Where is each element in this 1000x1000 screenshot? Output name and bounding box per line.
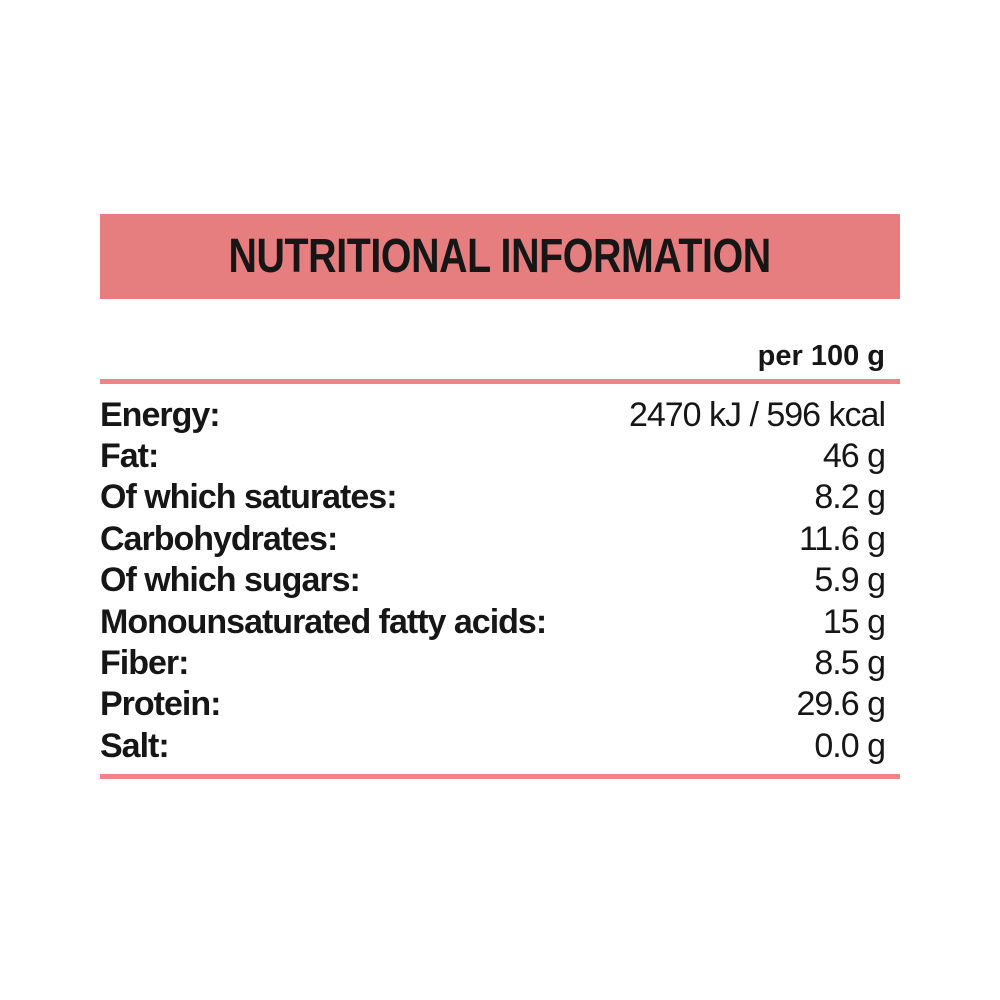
row-label: Of which saturates: (100, 478, 398, 517)
row-label: Fat: (100, 436, 159, 475)
table-row-fat: Fat: 46 g (100, 435, 900, 476)
row-value: 29.6 g (796, 685, 886, 724)
row-label: Energy: (100, 395, 221, 434)
title-bar: NUTRITIONAL INFORMATION (100, 214, 900, 299)
per-100g-header: per 100 g (757, 340, 885, 372)
bottom-rule (100, 774, 900, 780)
row-label: Of which sugars: (100, 561, 361, 600)
row-value: 5.9 g (814, 561, 886, 600)
table-row-sugars: Of which sugars: 5.9 g (100, 559, 900, 600)
table-row-salt: Salt: 0.0 g (100, 725, 900, 766)
row-value: 8.2 g (814, 478, 886, 517)
page-title: NUTRITIONAL INFORMATION (228, 230, 772, 283)
row-value: 2470 kJ / 596 kcal (628, 395, 886, 434)
row-value: 0.0 g (814, 726, 886, 765)
table-row-monounsaturated: Monounsaturated fatty acids: 15 g (100, 601, 900, 642)
row-label: Protein: (100, 685, 221, 724)
column-header-row: per 100 g (100, 340, 900, 373)
table-row-carbohydrates: Carbohydrates: 11.6 g (100, 518, 900, 559)
nutrition-rows: Energy: 2470 kJ / 596 kcal Fat: 46 g Of … (100, 384, 900, 775)
row-label: Salt: (100, 726, 170, 765)
nutrition-label: NUTRITIONAL INFORMATION per 100 g Energy… (100, 0, 900, 780)
row-value: 11.6 g (798, 519, 886, 558)
table-row-saturates: Of which saturates: 8.2 g (100, 477, 900, 518)
top-rule (100, 378, 900, 384)
row-label: Fiber: (100, 643, 189, 682)
row-label: Carbohydrates: (100, 519, 338, 558)
table-row-protein: Protein: 29.6 g (100, 684, 900, 725)
row-label: Monounsaturated fatty acids: (100, 602, 547, 641)
row-value: 8.5 g (814, 643, 886, 682)
row-value: 46 g (822, 436, 886, 475)
table-row-fiber: Fiber: 8.5 g (100, 642, 900, 683)
table-row-energy: Energy: 2470 kJ / 596 kcal (100, 394, 900, 435)
row-value: 15 g (822, 602, 886, 641)
